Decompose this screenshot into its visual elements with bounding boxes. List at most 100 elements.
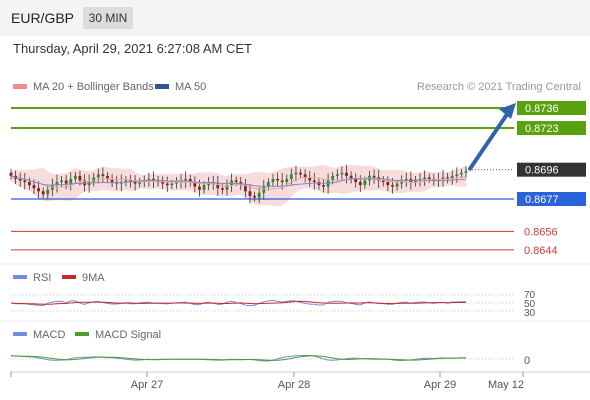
legend-label-macd: MACD	[33, 329, 65, 341]
candle-body	[193, 182, 197, 187]
rsi-panel	[10, 294, 514, 312]
candle-body	[243, 185, 247, 192]
level-tags: 0.8736 0.8723 0.8677 0.8656 0.8644 0.8696	[468, 101, 586, 257]
level-label-1: 0.8723	[525, 123, 559, 135]
candle-body	[147, 178, 151, 181]
candle-body	[18, 178, 22, 181]
candle-body	[161, 182, 165, 184]
level-label-3: 0.8656	[524, 226, 558, 238]
legend-label-macd-signal: MACD Signal	[95, 329, 161, 341]
moving-averages	[10, 175, 467, 190]
candle-body	[92, 177, 96, 183]
candle-body	[331, 175, 335, 181]
candle-body	[248, 191, 252, 196]
candle-body	[230, 180, 234, 186]
candle-body	[363, 180, 367, 186]
candle-body	[423, 177, 427, 179]
legend-label-bollinger: MA 20 + Bollinger Bands	[33, 81, 154, 93]
candle-body	[225, 185, 229, 190]
current-price-tag	[517, 162, 586, 177]
x-label-apr27: Apr 27	[131, 379, 163, 391]
macd-level-0: 0	[524, 355, 530, 367]
bollinger-band-area	[11, 164, 466, 207]
candle-body	[308, 177, 312, 181]
candle-body	[216, 183, 220, 189]
legend-label-rsi: RSI	[33, 272, 51, 284]
x-label-apr29: Apr 29	[424, 379, 456, 391]
rsi-level-30: 30	[524, 308, 536, 319]
currency-pair: EUR/GBP	[11, 10, 75, 26]
legend-swatch-9ma	[62, 275, 76, 279]
target-arrow-head	[499, 103, 516, 119]
legend-swatch-ma50	[155, 84, 169, 89]
level-tag-0	[517, 101, 586, 115]
candle-body	[188, 178, 192, 183]
candle-body	[381, 180, 385, 183]
candle-body	[78, 175, 82, 181]
candle-body	[106, 175, 109, 179]
candle-body	[276, 178, 279, 181]
candle-body	[289, 174, 293, 179]
candle-body	[138, 182, 142, 184]
candle-body	[184, 178, 188, 181]
candle-body	[427, 177, 431, 179]
candle-body	[253, 195, 256, 198]
candle-body	[262, 186, 266, 193]
legend-swatch-rsi	[13, 275, 27, 279]
candle-body	[299, 172, 302, 175]
candle-body	[41, 191, 45, 195]
candle-body	[322, 185, 325, 187]
candle-body	[234, 180, 238, 183]
candle-body	[46, 189, 50, 195]
candle-body	[101, 174, 105, 176]
level-label-2: 0.8677	[525, 194, 559, 206]
candle-body	[202, 185, 206, 190]
candle-body	[404, 178, 408, 181]
candle-body	[27, 182, 31, 186]
legend-swatch-macd	[13, 332, 27, 336]
level-tag-2	[517, 192, 586, 206]
candle-body	[175, 182, 178, 184]
level-label-4: 0.8644	[524, 245, 558, 257]
candle-body	[124, 180, 128, 183]
legend-swatch-macd-signal	[75, 332, 89, 336]
candle-body	[349, 175, 353, 179]
candle-body	[271, 178, 275, 183]
candle-body	[280, 180, 284, 183]
candle-body	[414, 180, 417, 183]
macd-signal-line	[10, 355, 467, 361]
timeframe-button[interactable]: 30 MIN	[83, 7, 133, 29]
candle-body	[294, 172, 298, 175]
candle-body	[455, 174, 459, 176]
candle-body	[142, 180, 146, 183]
legend-swatch-bollinger	[13, 84, 27, 89]
rsi-ma-line	[10, 300, 467, 305]
candle-body	[9, 172, 13, 176]
candle-body	[446, 177, 450, 179]
bollinger-bands	[11, 164, 466, 207]
candle-body	[170, 183, 174, 186]
level-label-0: 0.8736	[525, 103, 559, 115]
candle-body	[257, 192, 261, 198]
candle-body	[37, 188, 40, 192]
candle-body	[221, 188, 224, 190]
candle-body	[312, 180, 316, 183]
candle-body	[64, 180, 68, 184]
candle-body	[133, 182, 137, 184]
ma20-line	[10, 175, 467, 190]
candle-body	[60, 180, 63, 183]
ma50-line	[10, 175, 467, 187]
target-arrow-shaft	[468, 108, 512, 171]
candle-body	[198, 186, 201, 190]
rsi-level-70: 70	[524, 290, 536, 301]
candle-body	[345, 172, 348, 176]
legend-label-ma50: MA 50	[175, 81, 206, 93]
x-label-apr28: Apr 28	[278, 379, 310, 391]
candle-body	[400, 180, 404, 184]
candle-body	[391, 185, 394, 187]
candle-body	[317, 182, 321, 186]
candle-body	[395, 183, 399, 187]
candle-body	[110, 178, 114, 183]
candle-body	[354, 178, 358, 183]
